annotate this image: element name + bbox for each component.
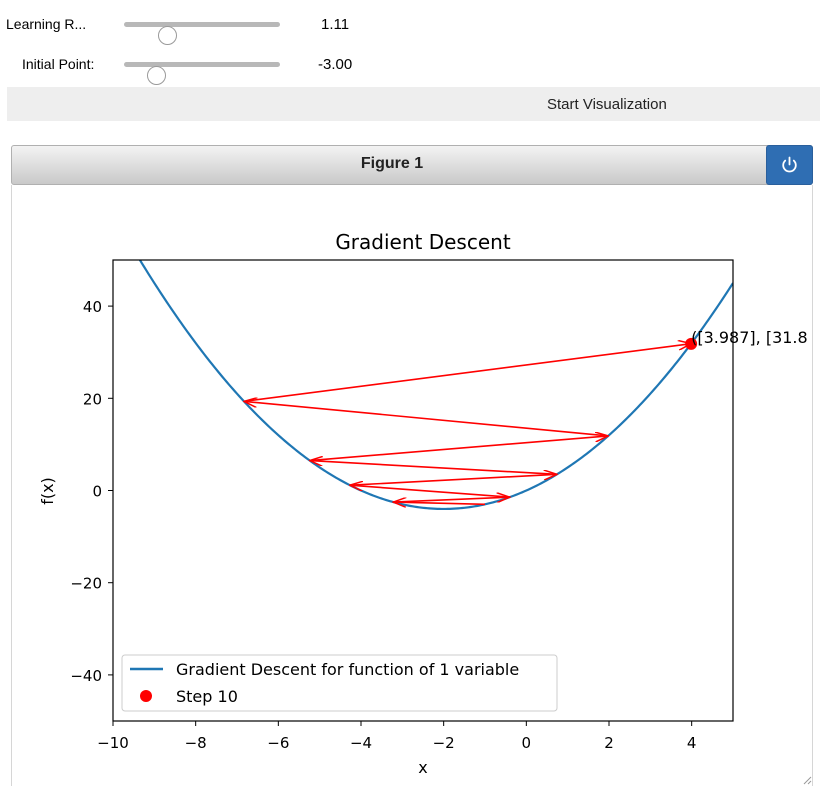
learning-rate-slider-handle[interactable] bbox=[158, 26, 178, 45]
x-tick-label: 2 bbox=[604, 734, 614, 752]
learning-rate-slider[interactable] bbox=[124, 22, 280, 45]
y-tick-label: 20 bbox=[83, 390, 102, 408]
x-tick-label: 0 bbox=[522, 734, 532, 752]
step-arrow bbox=[393, 497, 510, 503]
y-tick-label: 0 bbox=[92, 483, 102, 501]
gradient-descent-chart[interactable]: Gradient Descent −10 −8 −6 −4 −2 0 2 4−40−20020… bbox=[12, 185, 812, 786]
legend-dot-swatch bbox=[140, 690, 152, 702]
initial-point-slider[interactable] bbox=[124, 62, 280, 85]
learning-rate-slider-row: Learning R... 1.11 bbox=[0, 9, 400, 45]
power-icon bbox=[782, 156, 797, 173]
chart-legend: Gradient Descent for function of 1 varia… bbox=[121, 654, 558, 712]
initial-point-label: Initial Point: bbox=[22, 56, 95, 72]
x-tick-label: −4 bbox=[350, 734, 372, 752]
resize-grip-icon[interactable] bbox=[803, 776, 812, 785]
power-button[interactable] bbox=[766, 145, 813, 185]
figure-canvas-area: Gradient Descent −10 −8 −6 −4 −2 0 2 4 −40 −20 0 20… bbox=[11, 185, 813, 786]
x-tick-label: −8 bbox=[185, 734, 207, 752]
step-arrow bbox=[349, 474, 557, 486]
initial-point-value: -3.00 bbox=[318, 56, 353, 73]
step-arrow bbox=[350, 485, 510, 498]
learning-rate-label: Learning R... bbox=[6, 16, 87, 32]
y-tick-label: −20 bbox=[70, 575, 102, 593]
x-tick-label: −2 bbox=[433, 734, 455, 752]
initial-point-slider-handle[interactable] bbox=[147, 66, 167, 85]
start-visualization-label: Start Visualization bbox=[547, 96, 667, 113]
current-step-point bbox=[685, 337, 698, 350]
step-arrow bbox=[310, 461, 557, 476]
y-tick-label: 40 bbox=[83, 298, 102, 316]
step-arrow bbox=[243, 344, 691, 403]
step-arrow bbox=[244, 401, 609, 437]
chart-title: Gradient Descent bbox=[335, 230, 511, 254]
learning-rate-value: 1.11 bbox=[321, 16, 350, 33]
start-visualization-button[interactable]: Start Visualization bbox=[7, 87, 820, 121]
point-annotation: ([3.987], [31.8 bbox=[691, 328, 808, 347]
x-axis-label: x bbox=[418, 758, 427, 777]
x-tick-label: −6 bbox=[267, 734, 289, 752]
y-tick-label: −40 bbox=[70, 667, 102, 685]
step-arrow bbox=[393, 502, 486, 504]
legend-entry-step: Step 10 bbox=[176, 687, 238, 706]
function-curve bbox=[138, 260, 733, 511]
figure-title: Figure 1 bbox=[360, 155, 424, 172]
step-arrow bbox=[309, 436, 608, 462]
initial-point-slider-row: Initial Point: -3.00 bbox=[0, 49, 400, 85]
legend-entry-curve: Gradient Descent for function of 1 varia… bbox=[176, 660, 519, 679]
x-tick-label: −10 bbox=[97, 734, 129, 752]
x-tick-label: 4 bbox=[687, 734, 697, 752]
y-axis-label: f(x) bbox=[38, 477, 57, 505]
figure-header: Figure 1 bbox=[11, 145, 813, 185]
